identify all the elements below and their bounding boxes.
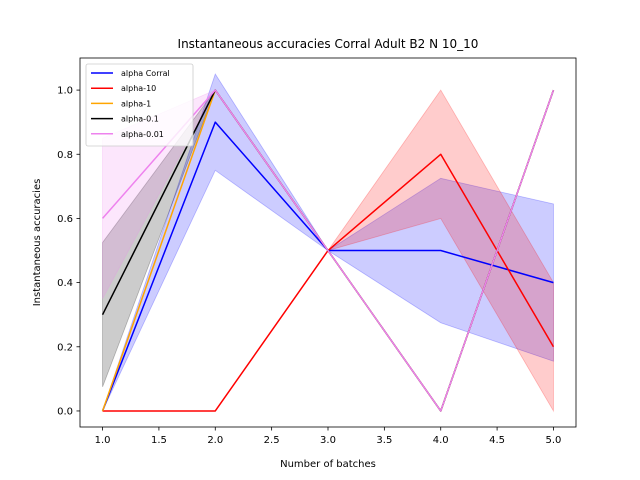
x-tick-label: 3.5: [376, 435, 392, 446]
chart-title: Instantaneous accuracies Corral Adult B2…: [178, 37, 479, 51]
legend-label-alpha-0-01: alpha-0.01: [121, 130, 164, 139]
y-tick-label: 0.8: [57, 150, 73, 161]
x-tick-label: 2.0: [207, 435, 223, 446]
x-tick-label: 1.5: [151, 435, 167, 446]
legend-label-alpha-1: alpha-1: [121, 99, 151, 108]
x-tick-label: 3.0: [320, 435, 336, 446]
legend-label-alpha-0-1: alpha-0.1: [121, 115, 159, 124]
y-axis-ticks: 0.0 0.2 0.4 0.6 0.8 1.0: [57, 86, 80, 417]
legend-box: [85, 63, 194, 147]
legend-label-alpha-10: alpha-10: [121, 84, 156, 93]
y-tick-label: 1.0: [57, 86, 73, 97]
y-tick-label: 0.6: [57, 214, 73, 225]
legend-label-alpha-corral: alpha Corral: [121, 69, 170, 78]
x-tick-label: 1.0: [95, 435, 111, 446]
x-tick-label: 2.5: [264, 435, 280, 446]
legend: alpha Corral alpha-10 alpha-1 alpha-0.1 alph…: [85, 63, 194, 147]
y-tick-label: 0.4: [57, 278, 73, 289]
x-tick-label: 4.5: [489, 435, 505, 446]
y-tick-label: 0.0: [57, 406, 73, 417]
x-tick-label: 4.0: [433, 435, 449, 446]
x-tick-label: 5.0: [546, 435, 562, 446]
x-axis-label: Number of batches: [280, 459, 376, 470]
x-axis-ticks: 1.0 1.5 2.0 2.5 3.0 3.5 4.0 4.5 5.0: [95, 427, 562, 446]
y-tick-label: 0.2: [57, 342, 73, 353]
y-axis-label: Instantaneous accuracies: [32, 179, 43, 307]
